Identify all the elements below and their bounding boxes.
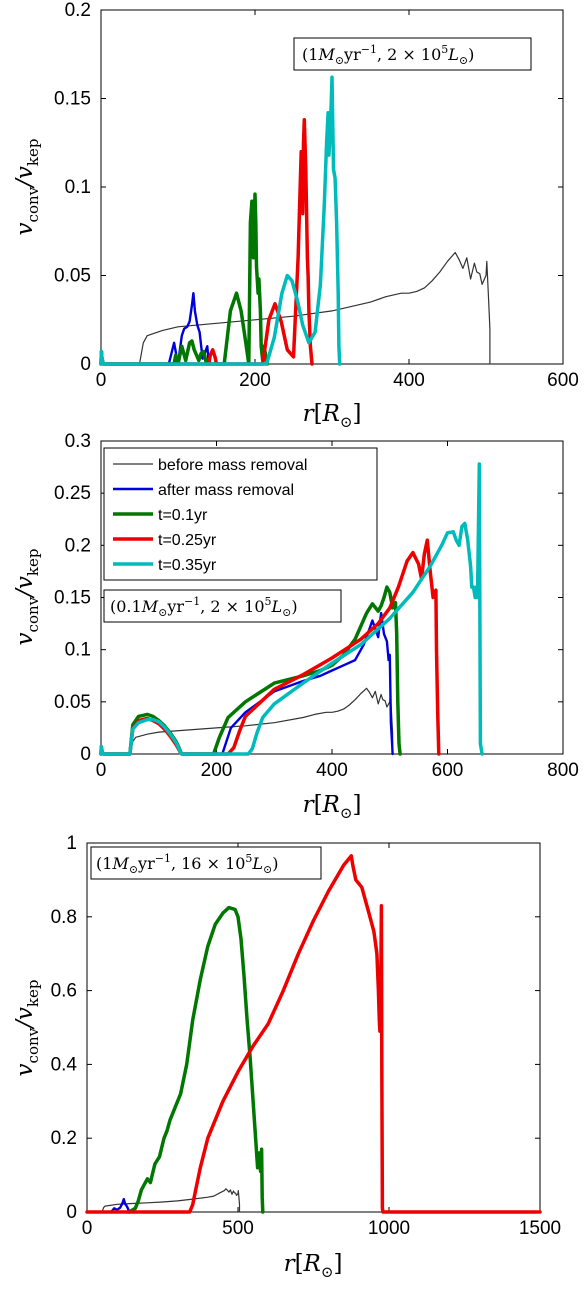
plot-area-3 <box>86 842 541 1213</box>
series-layer-3 <box>85 854 542 1214</box>
y-tick-label: 1 <box>66 833 77 854</box>
annotation-box-3: (1M⊙yr−1, 16 × 105L⊙) <box>90 846 322 880</box>
series-line-t01 <box>127 905 265 1214</box>
series-line-t035 <box>99 75 342 366</box>
x-tick-label: 400 <box>393 370 425 391</box>
svg-text:(0.1M⊙yr−1, 2 × 105L⊙): (0.1M⊙yr−1, 2 × 105L⊙) <box>110 595 298 619</box>
x-axis-label-1: r[R⊙] <box>303 401 362 431</box>
y-tick-label: 0.1 <box>65 640 91 661</box>
y-tick-label: 0 <box>80 744 91 765</box>
y-tick-label: 0.05 <box>54 692 91 713</box>
x-axis-label-3: r[R⊙] <box>284 1251 343 1281</box>
x-tick-label: 800 <box>547 760 579 781</box>
x-tick-label: 200 <box>239 370 271 391</box>
y-tick-label: 0 <box>80 354 91 375</box>
x-tick-label: 1000 <box>368 1218 410 1239</box>
y-tick-label: 0.6 <box>51 981 77 1002</box>
series-line-before <box>100 251 491 365</box>
series-line-t035 <box>99 462 484 756</box>
ticks-3: 0 500 1000 1500 0 0.2 0.4 0.6 0.8 1 <box>51 833 562 1239</box>
x-tick-label: 0 <box>82 1218 93 1239</box>
ticks-2: 0 200 400 600 800 0 0.05 0.1 0.15 0.2 0.25 0.3 <box>54 431 579 781</box>
x-axis-label-2: r[R⊙] <box>303 792 362 822</box>
y-axis-label-2: vconv/vkep <box>12 549 42 646</box>
chart-panel-2: 0 200 400 600 800 0 0.05 0.1 0.15 0.2 0.25 0.3 befo… <box>12 431 579 822</box>
legend: before mass removal after mass removal t=0… <box>103 447 378 581</box>
legend-label-t035: t=0.35yr <box>158 557 217 574</box>
ticks-1: 0 200 400 600 0 0.05 0.1 0.15 0.2 <box>54 0 579 391</box>
chart-panel-1: 0 200 400 600 0 0.05 0.1 0.15 0.2 (1M⊙yr−1, 2 × … <box>12 0 579 431</box>
series-layer-2 <box>99 462 484 756</box>
y-tick-label: 0 <box>66 1202 77 1223</box>
y-tick-label: 0.3 <box>65 431 91 452</box>
legend-label-t025: t=0.25yr <box>158 532 217 549</box>
y-tick-label: 0.8 <box>51 907 77 928</box>
y-axis-label-1: vconv/vkep <box>12 139 42 236</box>
x-tick-label: 600 <box>432 760 464 781</box>
x-tick-label: 0 <box>96 760 107 781</box>
series-line-t025 <box>85 854 542 1214</box>
y-tick-label: 0.2 <box>65 535 91 556</box>
y-tick-label: 0.05 <box>54 266 91 287</box>
y-tick-label: 0.4 <box>51 1054 78 1075</box>
y-tick-label: 0.15 <box>54 89 91 110</box>
x-tick-label: 0 <box>96 370 107 391</box>
svg-text:(1M⊙yr−1, 16 × 105L⊙): (1M⊙yr−1, 16 × 105L⊙) <box>96 852 279 876</box>
series-line-after <box>109 1197 132 1214</box>
x-tick-label: 400 <box>316 760 348 781</box>
y-tick-label: 0.15 <box>54 588 91 609</box>
x-tick-label: 500 <box>222 1218 254 1239</box>
svg-text:(1M⊙yr−1, 2 × 105L⊙): (1M⊙yr−1, 2 × 105L⊙) <box>302 43 474 67</box>
legend-label-after: after mass removal <box>158 482 294 499</box>
x-tick-label: 1500 <box>519 1218 561 1239</box>
series-line-t01 <box>99 585 402 756</box>
legend-label-before: before mass removal <box>158 457 307 474</box>
x-tick-label: 200 <box>201 760 233 781</box>
chart-panel-3: 0 500 1000 1500 0 0.2 0.4 0.6 0.8 1 (1M⊙yr−1, 16 … <box>12 833 561 1281</box>
y-tick-label: 0.1 <box>65 177 91 198</box>
annotation-box-2: (0.1M⊙yr−1, 2 × 105L⊙) <box>103 589 342 623</box>
annotation-box-1: (1M⊙yr−1, 2 × 105L⊙) <box>293 37 532 71</box>
y-tick-label: 0.25 <box>54 483 91 504</box>
legend-label-t01: t=0.1yr <box>158 507 208 524</box>
y-axis-label-3: vconv/vkep <box>12 980 42 1077</box>
y-tick-label: 0.2 <box>51 1128 77 1149</box>
x-tick-label: 600 <box>547 370 579 391</box>
series-layer-1 <box>99 75 491 366</box>
y-tick-label: 0.2 <box>65 0 91 21</box>
